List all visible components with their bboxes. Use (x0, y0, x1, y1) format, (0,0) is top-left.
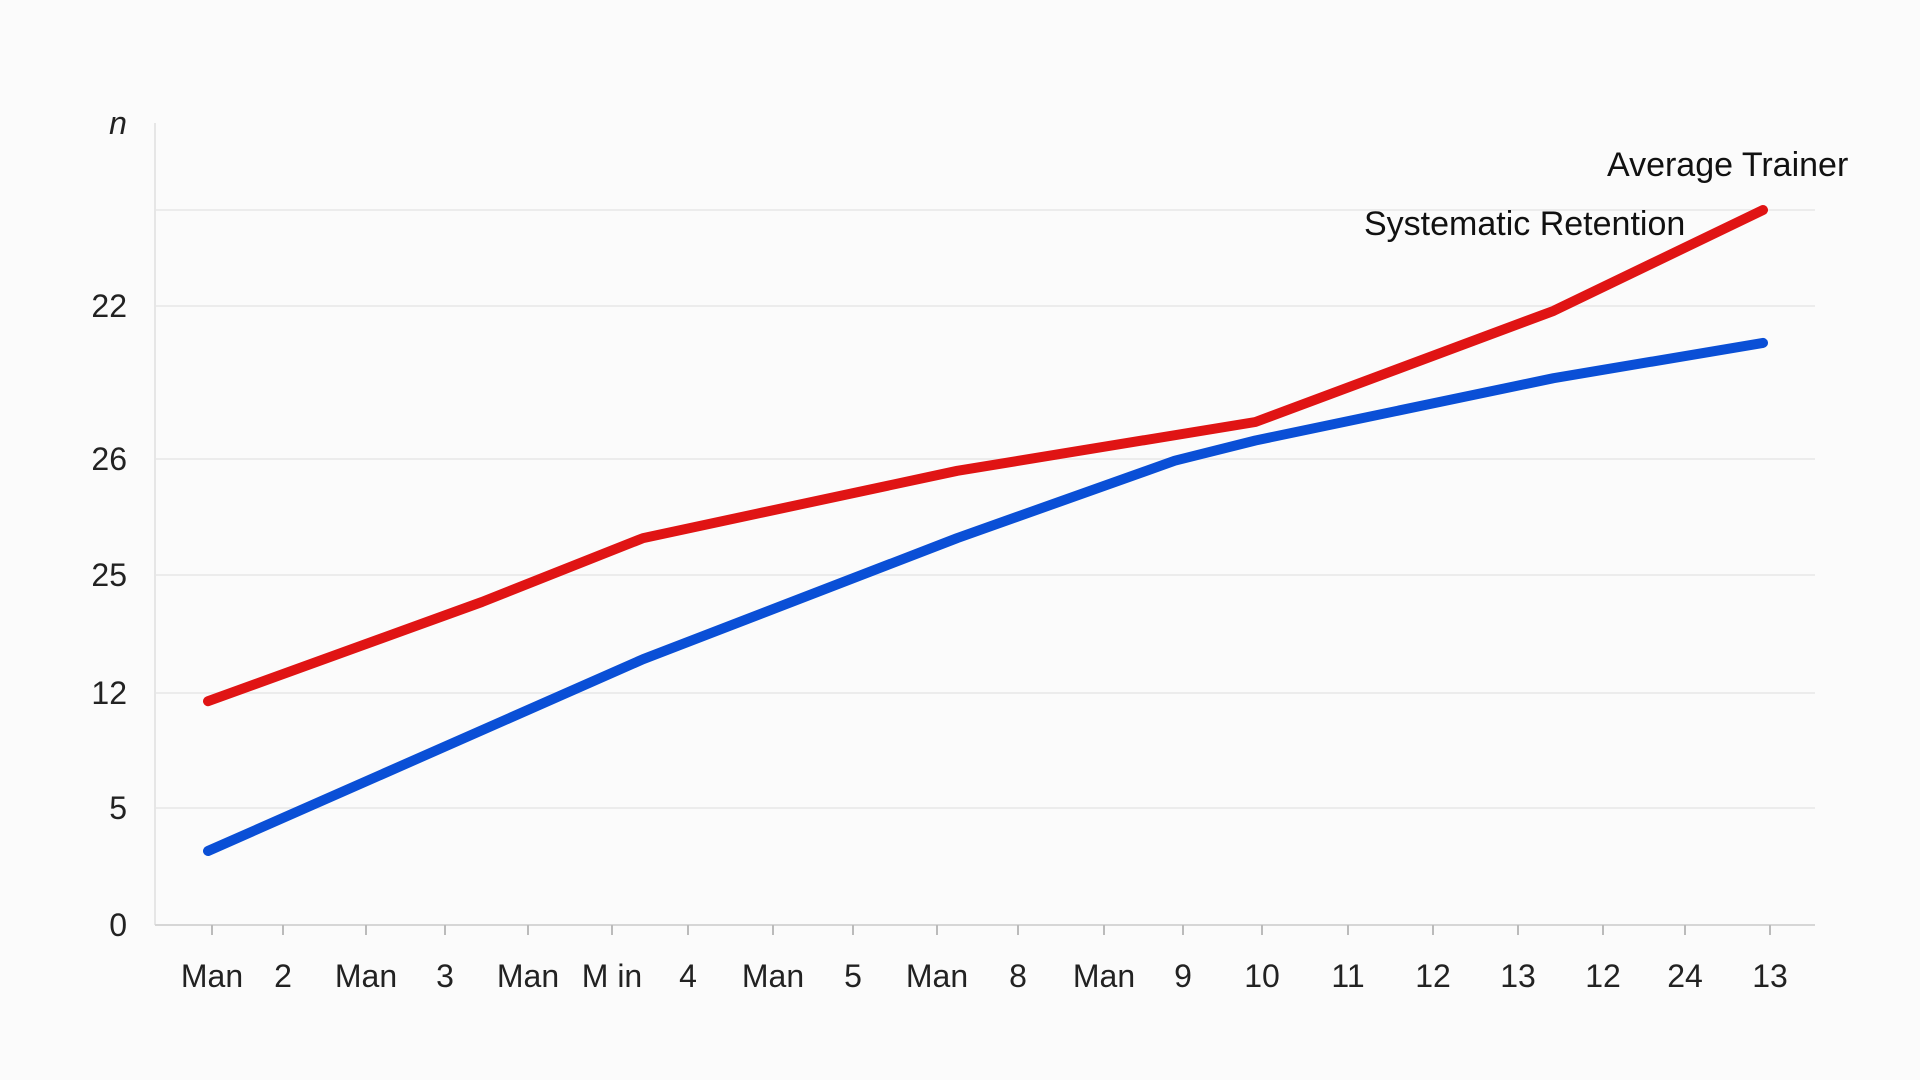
x-tick-label: 5 (844, 958, 862, 994)
series-label-average-trainer: Average Trainer (1607, 146, 1848, 184)
y-tick-label: 12 (91, 675, 127, 711)
x-tick-label: 8 (1009, 958, 1027, 994)
x-tick-label: Man (742, 958, 804, 994)
x-tick-label: Man (335, 958, 397, 994)
x-tick-label: 4 (679, 958, 697, 994)
series-line-systematic-retention (203, 337, 1768, 856)
series-lines (203, 205, 1768, 856)
y-tick-label: 5 (109, 790, 127, 826)
y-tick-labels: 0 5 12 25 26 22 (91, 288, 127, 943)
x-tick-label: Man (181, 958, 243, 994)
y-tick-label: 22 (91, 288, 127, 324)
series-line-average-trainer (203, 205, 1768, 707)
x-tick-label: 13 (1500, 958, 1536, 994)
x-tick-label: 2 (274, 958, 292, 994)
y-tick-label: 25 (91, 557, 127, 593)
x-tick-label: Man (497, 958, 559, 994)
x-tick-label: M in (582, 958, 642, 994)
series-label-systematic-retention: Systematic Retention (1364, 205, 1685, 243)
x-tick-label: 13 (1752, 958, 1788, 994)
x-tick-label: Man (1073, 958, 1135, 994)
x-tick-label: 10 (1244, 958, 1280, 994)
x-tick-labels: Man 2 Man 3 Man M in 4 Man 5 Man 8 Man 9 10 11 12 13 12 24… (181, 925, 1788, 994)
x-tick-label: Man (906, 958, 968, 994)
x-tick-label: 24 (1667, 958, 1703, 994)
x-tick-label: 3 (436, 958, 454, 994)
y-tick-label: 26 (91, 441, 127, 477)
x-tick-label: 12 (1415, 958, 1451, 994)
y-tick-label: 0 (109, 907, 127, 943)
x-tick-label: 11 (1331, 958, 1364, 994)
y-axis-title: n (109, 105, 127, 141)
grid-lines (155, 209, 1815, 809)
x-tick-label: 12 (1585, 958, 1621, 994)
x-tick-label: 9 (1174, 958, 1192, 994)
